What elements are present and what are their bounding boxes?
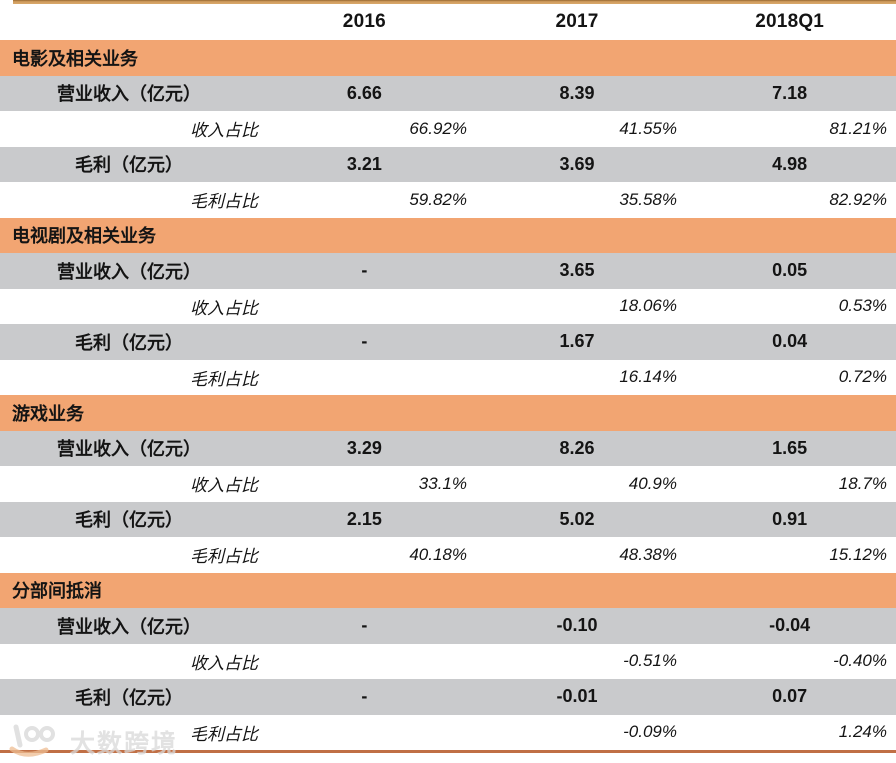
value-cell: 3.21: [346, 153, 382, 174]
ratio-cell: 18.06%: [619, 296, 677, 316]
table-row: 毛利（亿元） 3.21 3.69 4.98: [0, 146, 896, 182]
ratio-cell: 1.24%: [838, 722, 887, 742]
ratio-cell: 48.38%: [619, 544, 677, 564]
table-row: 营业收入（亿元） - 3.65 0.05: [0, 253, 896, 289]
ratio-label: 收入占比: [190, 476, 258, 496]
metric-label: 毛利（亿元）: [75, 510, 183, 531]
value-cell: 2.15: [346, 508, 382, 529]
ratio-label: 毛利占比: [190, 547, 258, 567]
year-column-header-2016: 2016: [342, 11, 386, 32]
metric-label: 毛利（亿元）: [75, 155, 183, 176]
value-cell: 7.18: [772, 82, 808, 103]
ratio-cell: 81.21%: [829, 118, 887, 138]
table-row: 毛利（亿元） 2.15 5.02 0.91: [0, 501, 896, 537]
value-cell: -0.01: [556, 686, 598, 707]
table-row: 营业收入（亿元） - -0.10 -0.04: [0, 608, 896, 644]
value-cell: 0.05: [772, 260, 808, 281]
ratio-cell: 82.92%: [829, 189, 887, 209]
metric-label: 营业收入（亿元）: [57, 84, 201, 105]
ratio-cell: -0.51%: [623, 651, 677, 671]
value-cell: 4.98: [772, 153, 808, 174]
ratio-cell: 33.1%: [418, 473, 467, 493]
metric-label: 营业收入（亿元）: [57, 439, 201, 460]
table-row: 毛利（亿元） - -0.01 0.07: [0, 679, 896, 715]
table-row: 收入占比 66.92% 41.55% 81.21%: [0, 111, 896, 147]
table-row: 营业收入（亿元） 6.66 8.39 7.18: [0, 75, 896, 111]
value-cell: 1.65: [772, 437, 808, 458]
table-row: 毛利占比 40.18% 48.38% 15.12%: [0, 537, 896, 573]
section-title: 电视剧及相关业务: [12, 226, 156, 247]
ratio-cell: 41.55%: [619, 118, 677, 138]
table-row: 毛利（亿元） - 1.67 0.04: [0, 324, 896, 360]
value-cell: 5.02: [559, 508, 595, 529]
value-cell: -: [361, 260, 368, 281]
value-cell: 3.69: [559, 153, 595, 174]
ratio-cell: 18.7%: [838, 473, 887, 493]
metric-label: 营业收入（亿元）: [57, 616, 201, 637]
ratio-cell: 40.18%: [409, 544, 467, 564]
table-row: 营业收入（亿元） 3.29 8.26 1.65: [0, 430, 896, 466]
value-cell: 8.39: [559, 82, 595, 103]
section-row-movie: 电影及相关业务: [0, 40, 896, 76]
value-cell: 8.26: [559, 437, 595, 458]
header-row: 2016 2017 2018Q1: [0, 4, 896, 40]
section-row-elimination: 分部间抵消: [0, 572, 896, 608]
year-column-header-2018q1: 2018Q1: [755, 11, 825, 32]
value-cell: 0.04: [772, 331, 808, 352]
table-row: 收入占比 33.1% 40.9% 18.7%: [0, 466, 896, 502]
ratio-cell: 35.58%: [619, 189, 677, 209]
ratio-cell: 59.82%: [409, 189, 467, 209]
section-row-games: 游戏业务: [0, 395, 896, 431]
ratio-cell: 16.14%: [619, 367, 677, 387]
table-row: 毛利占比 16.14% 0.72%: [0, 360, 896, 396]
section-title: 电影及相关业务: [12, 48, 138, 69]
ratio-cell: 0.72%: [838, 367, 887, 387]
ratio-label: 收入占比: [190, 121, 258, 141]
value-cell: 1.67: [559, 331, 595, 352]
table-row: 收入占比 -0.51% -0.40%: [0, 644, 896, 680]
ratio-cell: 0.53%: [838, 296, 887, 316]
ratio-cell: -0.09%: [623, 722, 677, 742]
ratio-cell: -0.40%: [833, 651, 887, 671]
ratio-cell: 15.12%: [829, 544, 887, 564]
value-cell: 6.66: [346, 82, 382, 103]
value-cell: -0.10: [556, 615, 598, 636]
section-title: 游戏业务: [12, 403, 84, 424]
table-row: 毛利占比 -0.09% 1.24%: [0, 715, 896, 751]
ratio-label: 毛利占比: [190, 724, 258, 744]
ratio-label: 毛利占比: [190, 369, 258, 389]
section-row-tv: 电视剧及相关业务: [0, 217, 896, 253]
ratio-cell: 66.92%: [409, 118, 467, 138]
metric-label: 毛利（亿元）: [75, 332, 183, 353]
value-cell: 3.65: [559, 260, 595, 281]
bottom-border-line: [0, 750, 896, 753]
ratio-label: 收入占比: [190, 653, 258, 673]
ratio-label: 收入占比: [190, 298, 258, 318]
year-column-header-2017: 2017: [555, 11, 599, 32]
metric-label: 营业收入（亿元）: [57, 261, 201, 282]
value-cell: 0.91: [772, 508, 808, 529]
top-border-line: [13, 0, 896, 4]
metric-label: 毛利（亿元）: [75, 687, 183, 708]
table-row: 收入占比 18.06% 0.53%: [0, 289, 896, 325]
ratio-cell: 40.9%: [628, 473, 677, 493]
table-row: 毛利占比 59.82% 35.58% 82.92%: [0, 182, 896, 218]
ratio-label: 毛利占比: [190, 192, 258, 212]
value-cell: -0.04: [769, 615, 811, 636]
value-cell: -: [361, 615, 368, 636]
section-title: 分部间抵消: [12, 581, 102, 602]
value-cell: -: [361, 686, 368, 707]
value-cell: -: [361, 331, 368, 352]
value-cell: 0.07: [772, 686, 808, 707]
value-cell: 3.29: [346, 437, 382, 458]
